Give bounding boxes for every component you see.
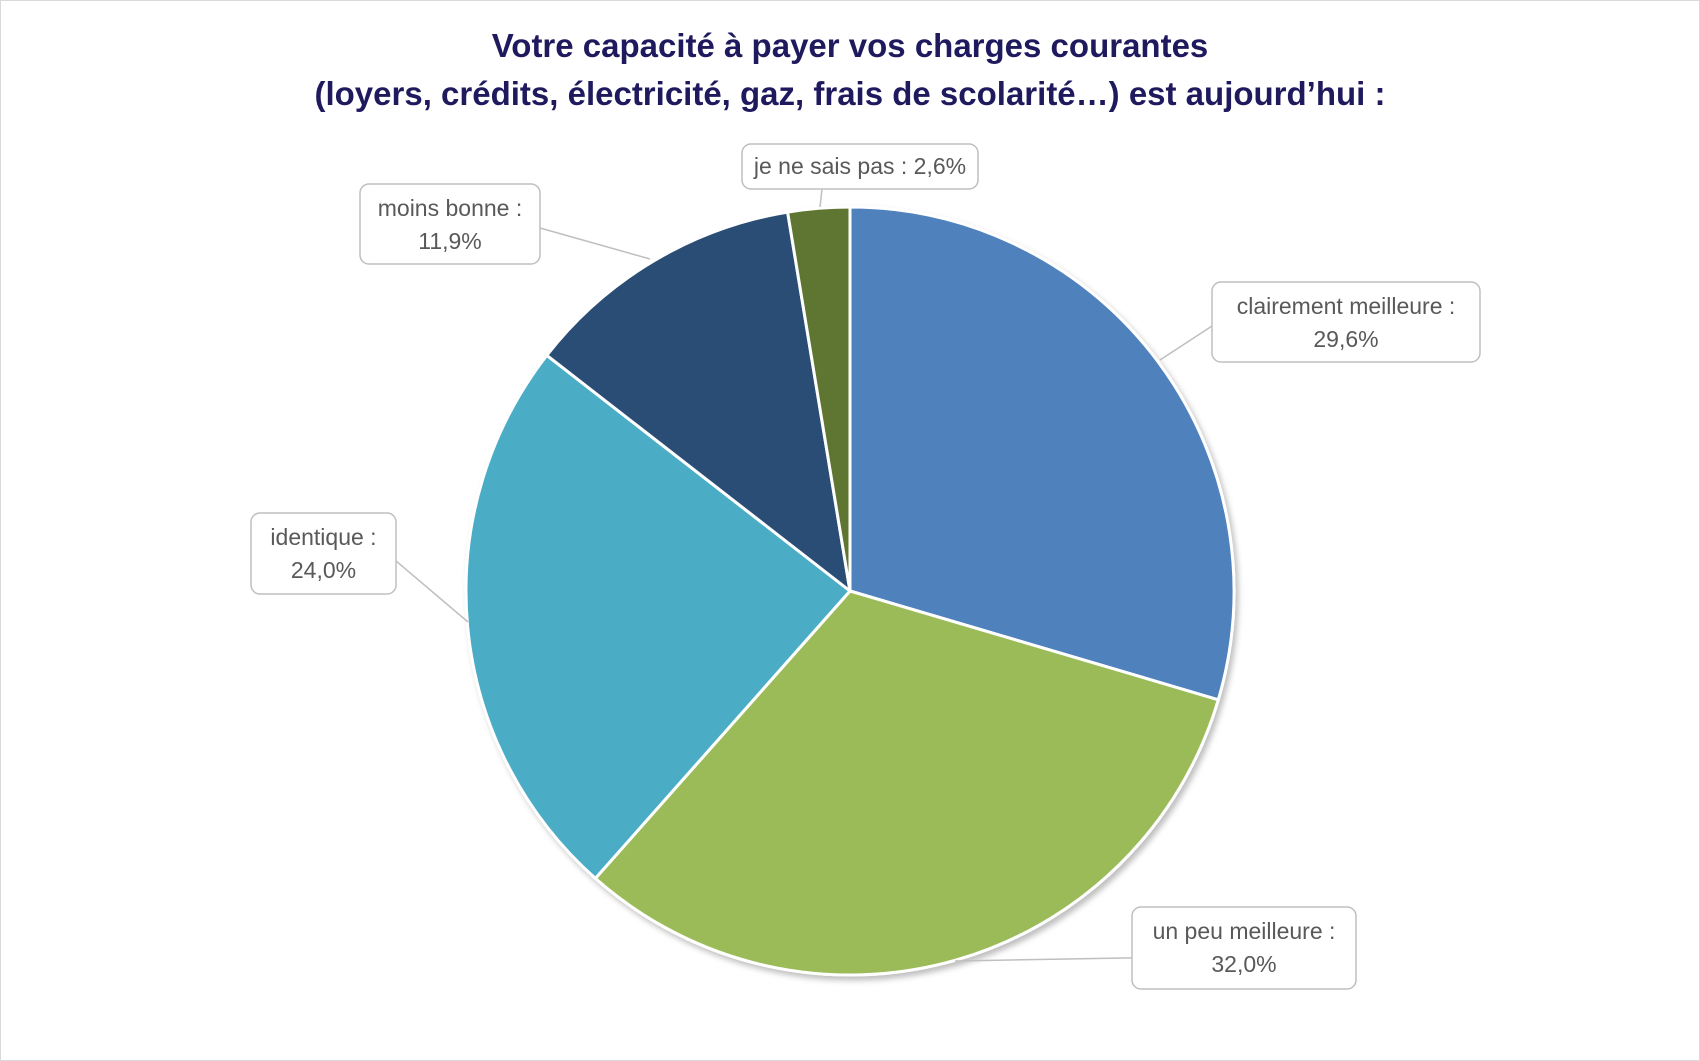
leader-line-4 xyxy=(539,227,651,260)
slice-label-3: identique : xyxy=(270,524,376,550)
leader-line-2 xyxy=(954,957,1133,962)
pie-slice-4 xyxy=(545,210,852,593)
slice-value-3: 24,0% xyxy=(291,557,356,583)
pie-slices xyxy=(464,205,1236,977)
callout-leader-lines xyxy=(391,188,1213,962)
slice-value-4: 11,9% xyxy=(418,228,482,254)
leader-line-1 xyxy=(1159,325,1213,361)
callout-box-2 xyxy=(1131,906,1357,990)
pie-slice-3 xyxy=(464,353,852,880)
slice-label-1: clairement meilleure : xyxy=(1237,293,1456,319)
chart-title-line-1: Votre capacité à payer vos charges coura… xyxy=(491,27,1209,64)
slice-value-2: 32,0% xyxy=(1211,951,1276,977)
pie-slice-2 xyxy=(593,589,1220,977)
pie-slice-5 xyxy=(786,205,852,593)
callout-box-5 xyxy=(741,143,979,190)
leader-line-3 xyxy=(391,556,469,623)
leader-line-5 xyxy=(819,188,823,208)
slice-value-1: 29,6% xyxy=(1313,326,1378,352)
pie-slice-1 xyxy=(848,205,1236,702)
slice-label-4: moins bonne : xyxy=(378,195,522,221)
slice-label-2: un peu meilleure : xyxy=(1153,918,1336,944)
callouts: clairement meilleure : 29,6% un peu meille… xyxy=(250,143,1481,990)
callout-box-1 xyxy=(1211,281,1481,363)
chart-title-line-2: (loyers, crédits, électricité, gaz, frai… xyxy=(314,75,1386,112)
chart-title: Votre capacité à payer vos charges coura… xyxy=(0,22,1700,118)
callout-box-3 xyxy=(250,512,397,595)
slice-label-5: je ne sais pas : 2,6% xyxy=(753,153,966,179)
callout-box-4 xyxy=(359,183,541,265)
